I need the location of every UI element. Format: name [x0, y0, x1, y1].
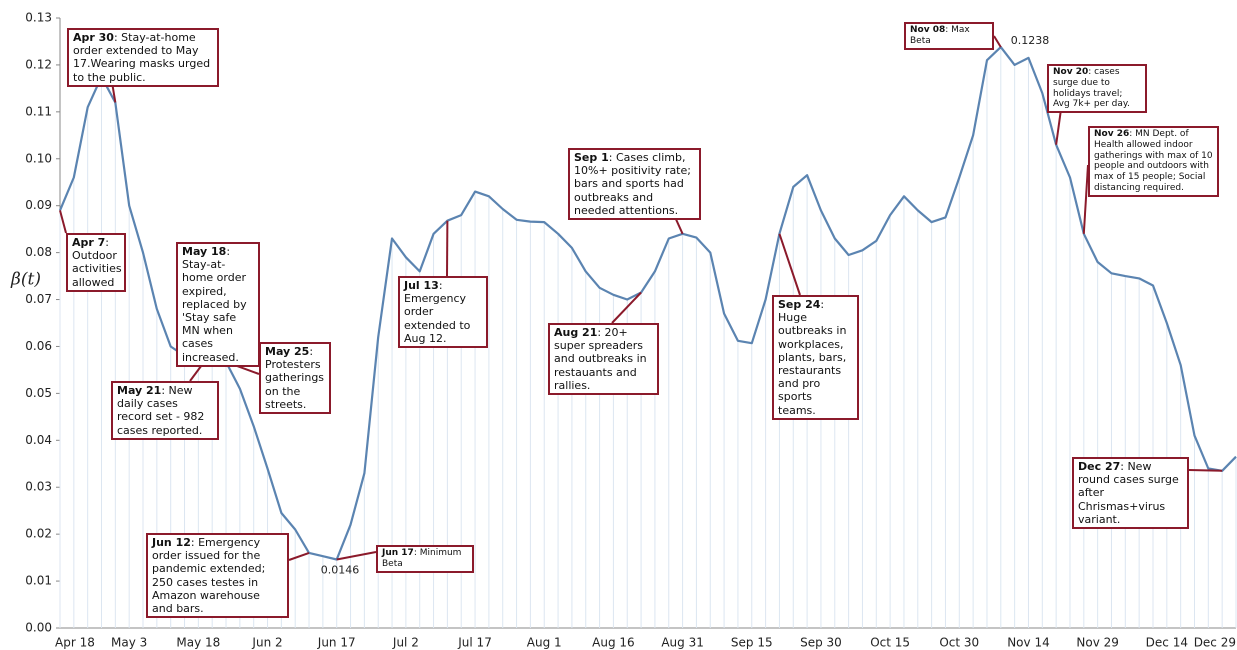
y-tick-label: 0.13 — [25, 11, 52, 25]
y-tick-label: 0.09 — [25, 198, 52, 212]
y-tick-label: 0.10 — [25, 151, 52, 165]
y-tick-label: 0.00 — [25, 621, 52, 635]
annotation-box: Apr 7: Outdoor activities allowed — [66, 233, 126, 292]
y-tick-label: 0.04 — [25, 433, 52, 447]
x-tick-label: Oct 30 — [939, 636, 979, 650]
annotation-box: Jun 12: Emergency order issued for the p… — [146, 533, 289, 619]
annotation-text: : 20+ super spreaders and outbreaks in r… — [554, 326, 647, 392]
annotation-box: May 25: Protesters gatherings on the str… — [259, 342, 331, 414]
x-tick-label: Nov 14 — [1007, 636, 1050, 650]
x-tick-label: Aug 16 — [592, 636, 635, 650]
annotation-date: Jun 12 — [152, 536, 191, 549]
y-tick-label: 0.08 — [25, 245, 52, 259]
y-tick-label: 0.02 — [25, 527, 52, 541]
annotation-box: Nov 20: cases surge due to holidays trav… — [1047, 64, 1147, 114]
annotation-date: Aug 21 — [554, 326, 598, 339]
x-tick-label: Jun 2 — [251, 636, 282, 650]
x-tick-label: Sep 30 — [800, 636, 842, 650]
annotation-text: : Outdoor activities allowed — [72, 236, 122, 289]
x-tick-label: Dec 14 — [1146, 636, 1188, 650]
x-tick-label: Aug 1 — [527, 636, 562, 650]
annotation-text: : Minimum Beta — [382, 548, 462, 569]
annotation-box: Aug 21: 20+ super spreaders and outbreak… — [548, 323, 659, 395]
y-tick-label: 0.03 — [25, 480, 52, 494]
y-tick-label: 0.12 — [25, 57, 52, 71]
y-axis-label: β(t) — [10, 270, 41, 290]
annotation-date: Jul 13 — [404, 279, 439, 292]
annotation-box: Sep 24: Huge outbreaks in workplaces, pl… — [772, 295, 859, 420]
annotation-box: Jul 13: Emergency order extended to Aug … — [398, 276, 488, 348]
y-tick-label: 0.06 — [25, 339, 52, 353]
annotation-box: Nov 08: Max Beta — [904, 22, 994, 50]
annotation-date: Jun 17 — [382, 548, 414, 558]
y-tick-label: 0.01 — [25, 574, 52, 588]
annotation-box: Dec 27: New round cases surge after Chri… — [1072, 457, 1189, 529]
annotation-leader — [993, 35, 1002, 48]
annotation-text: : MN Dept. of Health allowed indoor gath… — [1094, 129, 1213, 193]
annotation-box: May 18: Stay-at-home order expired, repl… — [176, 242, 260, 367]
annotation-date: Sep 1 — [574, 151, 609, 164]
x-tick-label: May 3 — [111, 636, 147, 650]
annotation-text: : New round cases surge after Chrismas+v… — [1078, 460, 1179, 526]
annotation-text: : New daily cases record set - 982 cases… — [117, 384, 205, 437]
x-tick-label: May 18 — [176, 636, 220, 650]
annotation-date: Nov 08 — [910, 25, 946, 35]
x-tick-label: Dec 29 — [1194, 636, 1236, 650]
annotation-box: Nov 26: MN Dept. of Health allowed indoo… — [1088, 126, 1219, 197]
annotation-leader — [611, 291, 642, 324]
annotation-date: May 25 — [265, 345, 310, 358]
y-tick-label: 0.05 — [25, 386, 52, 400]
annotation-leader — [1188, 469, 1223, 472]
annotation-text: : Protesters gatherings on the streets. — [265, 345, 325, 411]
x-tick-label: Oct 15 — [870, 636, 910, 650]
x-tick-label: Jun 17 — [317, 636, 356, 650]
x-tick-label: Aug 31 — [661, 636, 704, 650]
annotation-text: : cases surge due to holidays travel; Av… — [1053, 67, 1130, 110]
x-tick-label: Apr 18 — [55, 636, 95, 650]
annotation-box: Sep 1: Cases climb, 10%+ positivity rate… — [568, 148, 701, 220]
annotation-leader — [1082, 164, 1089, 234]
annotation-box: Jun 17: Minimum Beta — [376, 545, 474, 573]
annotation-date: Dec 27 — [1078, 460, 1121, 473]
annotation-date: Sep 24 — [778, 298, 821, 311]
annotation-date: May 21 — [117, 384, 162, 397]
min-label: 0.0146 — [321, 563, 360, 576]
x-tick-label: Jul 17 — [457, 636, 492, 650]
annotation-text: : Max Beta — [910, 25, 970, 46]
annotation-text: : Stay-at-home order extended to May 17.… — [73, 31, 211, 84]
annotation-leader — [778, 233, 801, 296]
x-tick-label: Jul 2 — [392, 636, 419, 650]
beta-line — [58, 46, 1237, 561]
annotation-leader — [59, 210, 67, 234]
annotation-box: Apr 30: Stay-at-home order extended to M… — [67, 28, 219, 87]
x-tick-label: Nov 29 — [1076, 636, 1119, 650]
annotation-text: : Cases climb, 10%+ positivity rate; bar… — [574, 151, 691, 217]
y-tick-label: 0.07 — [25, 292, 52, 306]
x-tick-label: Sep 15 — [731, 636, 773, 650]
annotation-date: Apr 7 — [72, 236, 106, 249]
annotation-date: May 18 — [182, 245, 227, 258]
annotation-text: : Emergency order extended to Aug 12. — [404, 279, 471, 345]
annotation-text: : Stay-at-home order expired, replaced b… — [182, 245, 247, 364]
max-label: 0.1238 — [1011, 34, 1050, 47]
annotation-leader — [288, 551, 310, 561]
annotation-date: Nov 26 — [1094, 129, 1130, 139]
y-tick-label: 0.11 — [25, 104, 52, 118]
annotation-text: : Huge outbreaks in workplaces, plants, … — [778, 298, 847, 417]
annotation-leader — [336, 551, 377, 561]
annotation-text: : Emergency order issued for the pandemi… — [152, 536, 266, 615]
annotation-date: Apr 30 — [73, 31, 114, 44]
annotation-box: May 21: New daily cases record set - 982… — [111, 381, 219, 440]
annotation-date: Nov 20 — [1053, 67, 1089, 77]
